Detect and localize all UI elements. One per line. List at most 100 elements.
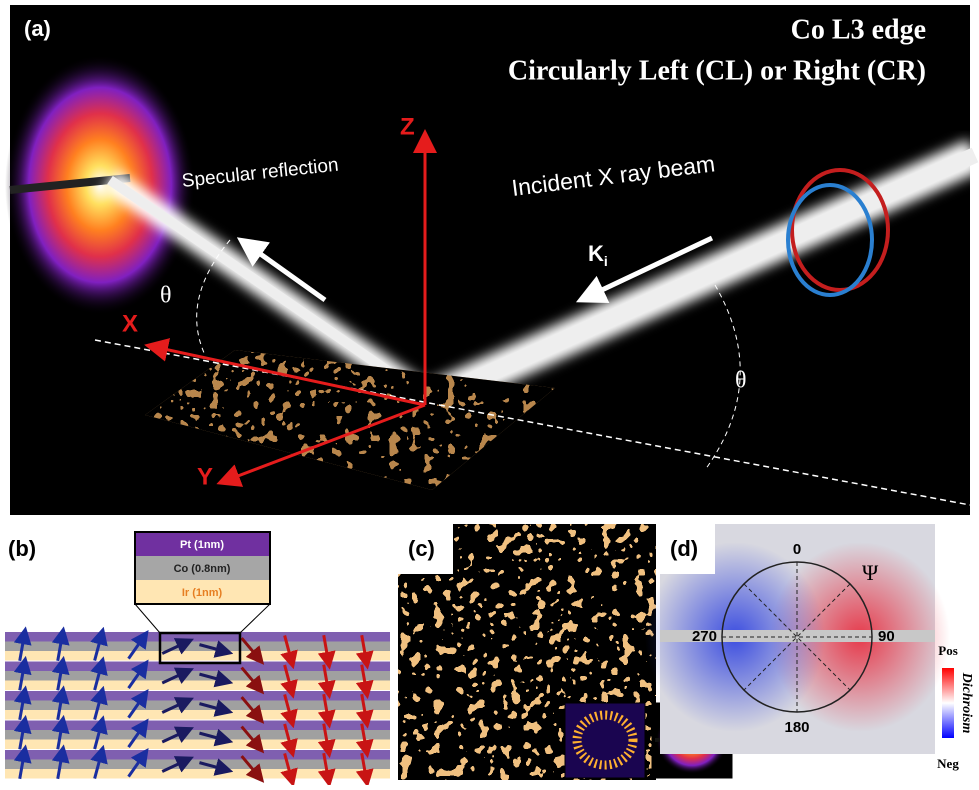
- panel-label: (d): [670, 536, 698, 561]
- spin-arrow: [317, 723, 336, 759]
- sample-texture: [145, 350, 555, 490]
- incident-beam: [426, 147, 979, 408]
- layer-band: [5, 632, 390, 642]
- spin-arrow: [90, 744, 108, 779]
- spin-arrow: [280, 635, 298, 670]
- psi-label: Ψ: [862, 560, 879, 585]
- spin-arrow: [240, 666, 265, 695]
- layer-band: [5, 661, 390, 671]
- spin-arrow: [199, 640, 234, 658]
- label-bg: [660, 524, 715, 574]
- label-bg: [398, 524, 453, 574]
- panel-label: (c): [408, 536, 435, 561]
- spin-arrow: [280, 723, 298, 758]
- layer-co: [135, 556, 270, 580]
- spin-arrow: [161, 726, 194, 744]
- spin-arrow: [280, 664, 298, 699]
- k-sub: i: [604, 253, 608, 269]
- reflected-arrow: [236, 237, 327, 303]
- layer-band: [5, 739, 390, 749]
- plane-line: [94, 339, 971, 506]
- angle-arc-left: [196, 239, 231, 356]
- spin-arrow: [161, 667, 194, 685]
- layer-band: [5, 651, 390, 661]
- zoom-line: [134, 603, 161, 634]
- spin-arrow: [355, 723, 374, 759]
- spin-arrow: [317, 664, 336, 700]
- spin-arrow: [199, 758, 234, 776]
- spin-arrow: [161, 697, 194, 714]
- spin-arrow: [127, 688, 149, 719]
- zoom-box: [158, 631, 242, 665]
- spin-arrow: [199, 728, 234, 747]
- angle-arc-right: [704, 284, 741, 471]
- polar-lines: [722, 562, 872, 712]
- layer-band: [5, 730, 390, 740]
- axis-label: Z: [400, 113, 415, 140]
- spin-arrow: [240, 755, 265, 783]
- panel-label: (b): [8, 536, 36, 561]
- spin-arrow: [240, 725, 265, 754]
- layer-label: Co (0.8nm): [174, 563, 231, 575]
- layer-label: Pt (1nm): [180, 539, 224, 551]
- axis-label: Y: [197, 463, 213, 490]
- layer-stack: [5, 626, 390, 788]
- spin-arrow: [240, 696, 265, 724]
- layer-pt: [135, 532, 270, 556]
- layer-band: [5, 700, 390, 710]
- spin-arrow: [280, 694, 298, 729]
- angle-label: 180: [784, 719, 809, 736]
- spin-arrow: [51, 744, 70, 780]
- spin-arrow: [317, 634, 336, 670]
- layer-band: [5, 750, 390, 760]
- angle-label: θ: [735, 368, 747, 394]
- layer-band: [5, 710, 390, 720]
- spin-arrow: [13, 744, 32, 780]
- angle-label: 90: [878, 628, 895, 645]
- spin-arrow: [127, 718, 149, 749]
- layer-band: [5, 641, 390, 651]
- spin-arrow: [161, 756, 194, 773]
- scale-label: Neg: [937, 756, 959, 771]
- x-axis: [144, 338, 426, 407]
- angle-label: θ: [160, 283, 172, 309]
- axis-label: X: [122, 310, 138, 337]
- y-axis: [216, 403, 426, 487]
- circular-red: [790, 168, 890, 292]
- layer-band: [5, 759, 390, 769]
- layer-ir: [135, 580, 270, 604]
- spin-arrow: [199, 699, 234, 717]
- k-label: Ki: [588, 241, 608, 269]
- scale-label: Pos: [938, 643, 958, 658]
- angle-label: 0: [793, 541, 801, 558]
- spin-arrow: [355, 664, 374, 700]
- layer-band: [5, 691, 390, 701]
- spin-arrow: [127, 659, 149, 690]
- spin-arrow: [280, 753, 298, 788]
- layer-band: [5, 680, 390, 690]
- layer-band: [5, 720, 390, 730]
- colorbar: [942, 668, 954, 738]
- circular-blue: [786, 183, 874, 297]
- layer-band: [5, 769, 390, 779]
- spin-arrow: [355, 634, 374, 670]
- title-line: Circularly Left (CL) or Right (CR): [508, 55, 926, 86]
- spin-arrow: [355, 752, 374, 788]
- reflected-beam: [107, 175, 433, 405]
- inset-frame: [134, 531, 271, 605]
- layer-label: Ir (1nm): [182, 587, 223, 599]
- layer-band: [5, 671, 390, 681]
- panel-label: (a): [24, 16, 51, 41]
- k-main: K: [588, 241, 604, 266]
- spin-arrow: [127, 747, 149, 778]
- scale-title: Dichroism: [959, 672, 974, 734]
- title-line: Co L3 edge: [791, 14, 926, 45]
- k-arrow: [575, 235, 714, 304]
- zoom-line: [239, 603, 271, 634]
- spin-arrow: [240, 637, 265, 665]
- spin-arrow: [199, 669, 234, 688]
- spin-arrow: [161, 638, 194, 655]
- spin-arrow: [127, 629, 149, 660]
